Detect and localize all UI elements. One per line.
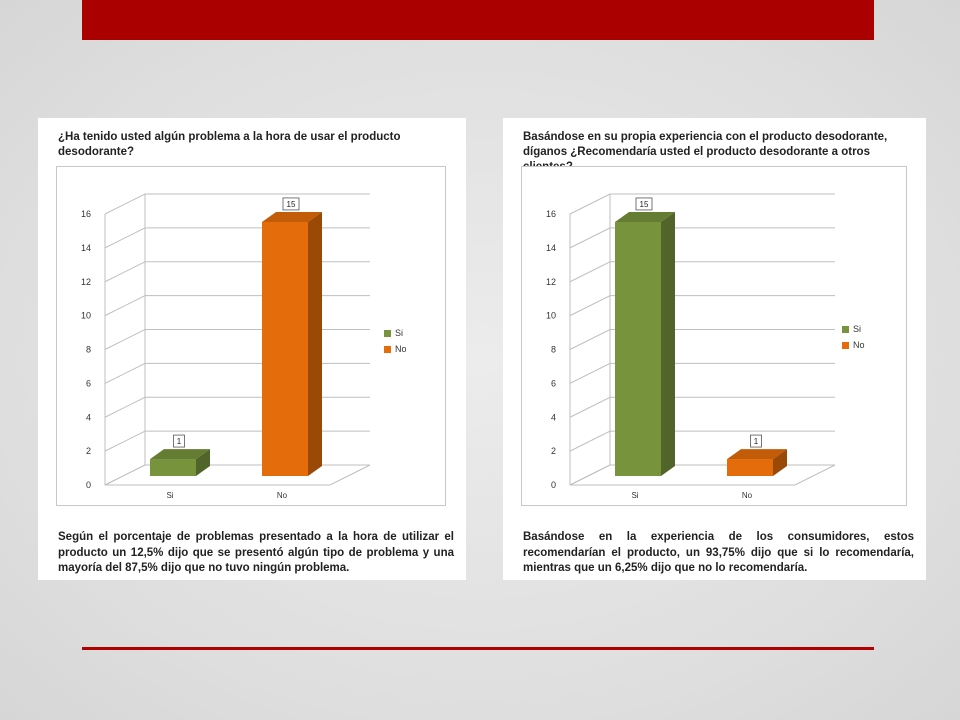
data-label: 1 <box>177 437 182 446</box>
chart-caption: Según el porcentaje de problemas present… <box>58 531 454 574</box>
bar-front <box>727 459 773 476</box>
bar-chart-recommend: 0 2 4 6 8 10 12 14 16 15 Si 1 No <box>546 193 836 500</box>
y-tick-label: 6 <box>86 378 91 388</box>
bar-no <box>727 449 787 476</box>
bottom-rule <box>82 647 874 650</box>
y-tick-label: 12 <box>546 277 556 287</box>
y-tick-label: 14 <box>546 243 556 253</box>
legend-label-no: No <box>395 344 407 354</box>
bar-side <box>308 211 322 476</box>
legend-swatch-no <box>384 345 391 353</box>
legend-item-si: Si <box>842 321 865 337</box>
bar-top <box>615 211 675 222</box>
gridline <box>569 430 835 452</box>
chart-legend: Si No <box>384 325 407 357</box>
legend-item-si: Si <box>384 325 407 341</box>
legend-item-no: No <box>384 341 407 357</box>
gridline <box>569 227 835 249</box>
chart-title: ¿Ha tenido usted algún problema a la hor… <box>58 131 401 158</box>
y-tick-label: 4 <box>551 412 556 422</box>
gridline <box>569 362 835 384</box>
y-tick-label: 8 <box>551 345 556 355</box>
gridline <box>569 193 835 215</box>
bar-front <box>262 221 308 476</box>
bar-side <box>661 211 675 476</box>
bar-front <box>150 459 196 476</box>
y-tick-label: 10 <box>81 311 91 321</box>
x-tick-label: Si <box>631 491 638 500</box>
data-label-box <box>173 434 185 448</box>
chart-frame: 0 2 4 6 8 10 12 14 16 15 Si 1 No Si No <box>521 166 907 506</box>
chart-floor <box>104 464 371 486</box>
y-tick-label: 8 <box>86 345 91 355</box>
gridline <box>104 464 370 486</box>
bar-side <box>196 449 210 476</box>
x-tick-label: Si <box>166 491 173 500</box>
x-tick-label: No <box>742 491 753 500</box>
bar-side <box>773 449 787 476</box>
data-label: 1 <box>754 437 759 446</box>
bar-top <box>727 449 787 460</box>
y-tick-label: 4 <box>86 412 91 422</box>
legend-item-no: No <box>842 337 865 353</box>
x-tick-label: No <box>277 491 288 500</box>
chart-frame: 0 2 4 6 8 10 12 14 16 1 Si 15 No Si No <box>56 166 446 506</box>
gridline <box>569 295 835 317</box>
legend-swatch-no <box>842 341 849 349</box>
chart-panel-right: Basándose en su propia experiencia con e… <box>503 118 926 580</box>
data-label-box <box>282 197 300 211</box>
chart-caption: Basándose en la experiencia de los consu… <box>523 531 914 574</box>
legend-label-si: Si <box>853 324 862 334</box>
gridline <box>569 261 835 283</box>
top-banner <box>82 0 874 40</box>
bar-no <box>262 211 322 476</box>
y-tick-label: 0 <box>86 480 91 490</box>
gridline <box>569 464 835 486</box>
bar-si <box>150 449 210 476</box>
bar-si <box>615 211 675 476</box>
bar-front <box>615 221 661 476</box>
legend-label-no: No <box>853 340 865 350</box>
y-tick-label: 12 <box>81 277 91 287</box>
y-tick-label: 0 <box>551 480 556 490</box>
bar-chart-problems: 0 2 4 6 8 10 12 14 16 1 Si 15 No <box>81 193 371 500</box>
chart-floor <box>569 464 836 486</box>
legend-swatch-si <box>842 325 849 333</box>
data-label-box <box>635 197 653 211</box>
gridline <box>569 396 835 418</box>
y-tick-label: 16 <box>81 209 91 219</box>
bar-top <box>262 211 322 222</box>
chart-panel-left: ¿Ha tenido usted algún problema a la hor… <box>38 118 466 580</box>
legend-swatch-si <box>384 329 391 337</box>
legend-label-si: Si <box>395 328 404 338</box>
y-tick-label: 14 <box>81 243 91 253</box>
y-tick-label: 10 <box>546 311 556 321</box>
bar-top <box>150 449 210 460</box>
y-tick-label: 2 <box>86 446 91 456</box>
y-tick-label: 2 <box>551 446 556 456</box>
y-tick-label: 6 <box>551 378 556 388</box>
chart-legend: Si No <box>842 321 865 353</box>
gridline <box>569 329 835 350</box>
gridline <box>104 193 370 215</box>
data-label: 15 <box>640 200 649 209</box>
data-label: 15 <box>287 200 296 209</box>
data-label-box <box>750 434 762 448</box>
y-tick-label: 16 <box>546 209 556 219</box>
